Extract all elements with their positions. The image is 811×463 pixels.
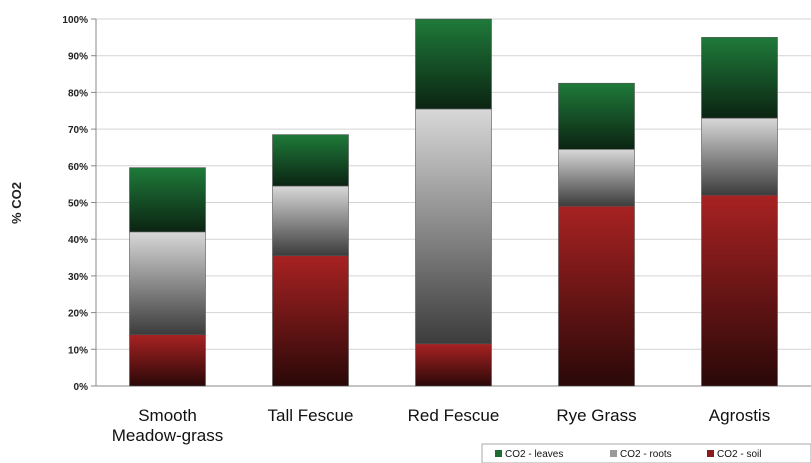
legend: CO2 - leaves CO2 - roots CO2 - soil <box>481 443 811 463</box>
bar-segment-leaves <box>129 167 206 233</box>
legend-box <box>481 443 811 463</box>
bar-segment-soil <box>558 205 635 387</box>
bar-segment-leaves <box>701 37 778 119</box>
bars <box>129 18 778 387</box>
y-tick-label: 20% <box>68 309 88 320</box>
bar-segment-roots <box>558 148 635 207</box>
x-category-label: Red Fescue <box>408 406 500 425</box>
bar-segment-roots <box>129 231 206 335</box>
legend-swatch-leaves <box>495 450 502 457</box>
bar-segment-leaves <box>272 134 349 187</box>
legend-swatch-roots <box>610 450 617 457</box>
y-tick-label: 100% <box>62 15 88 26</box>
y-tick-label: 0% <box>74 382 89 393</box>
legend-label-soil: CO2 - soil <box>717 449 761 460</box>
y-axis-title: % CO2 <box>9 182 24 224</box>
bar-segment-soil <box>129 334 206 387</box>
bar-segment-roots <box>272 185 349 257</box>
x-category-label: Tall Fescue <box>268 406 354 425</box>
y-tick-label: 90% <box>68 52 88 63</box>
legend-swatch-soil <box>707 450 714 457</box>
y-tick-label: 30% <box>68 272 88 283</box>
bar-segment-soil <box>272 255 349 387</box>
x-category-label: Smooth <box>138 406 197 425</box>
axis-labels: 0% 10% 20% 30% 40% 50% 60% 70% 80% 90% 100% SmoothM… <box>62 15 770 445</box>
x-category-label: Rye Grass <box>556 406 636 425</box>
legend-label-leaves: CO2 - leaves <box>505 449 563 460</box>
bar-segment-soil <box>701 194 778 387</box>
y-tick-label: 80% <box>68 88 88 99</box>
bar-segment-roots <box>701 117 778 196</box>
bar-segment-leaves <box>558 82 635 150</box>
legend-label-roots: CO2 - roots <box>620 449 672 460</box>
y-tick-label: 70% <box>68 125 88 136</box>
y-tick-label: 50% <box>68 199 88 210</box>
y-tick-label: 40% <box>68 235 88 246</box>
bar-segment-roots <box>415 108 492 345</box>
bar-segment-soil <box>415 343 492 387</box>
x-category-label: Meadow-grass <box>112 426 224 445</box>
y-tick-label: 60% <box>68 162 88 173</box>
y-tick-label: 10% <box>68 345 88 356</box>
x-category-label: Agrostis <box>709 406 770 425</box>
bar-segment-leaves <box>415 18 492 110</box>
